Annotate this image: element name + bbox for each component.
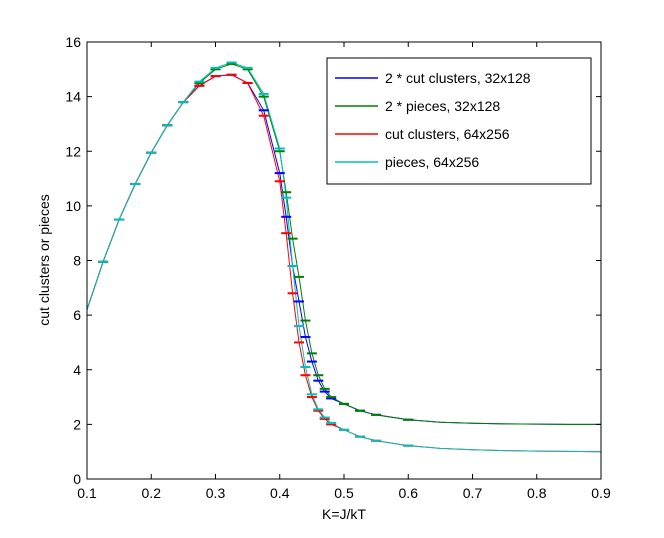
x-tick-label: 0.1 [77,485,97,501]
x-axis-ticks: 0.1 0.2 0.3 0.4 0.5 0.6 0.7 0.8 0.9 [77,42,611,501]
legend-items: 2 * cut clusters, 32x128 2 * pieces, 32x1… [335,70,531,170]
x-tick-label: 0.4 [270,485,290,501]
y-tick-label: 0 [73,471,81,487]
y-tick-label: 10 [65,198,81,214]
y-axis-label: cut clusters or pieces [36,194,52,326]
y-axis-ticks: 0 2 4 6 8 10 12 14 16 [65,34,601,487]
legend-label: pieces, 64x256 [385,154,479,170]
y-tick-label: 12 [65,143,81,159]
x-axis-label: K=J/kT [322,506,366,522]
legend-label: 2 * pieces, 32x128 [385,98,500,114]
x-tick-label: 0.7 [463,485,483,501]
y-tick-label: 14 [65,89,81,105]
legend-label: cut clusters, 64x256 [385,126,510,142]
legend-box [326,57,592,185]
x-tick-label: 0.8 [527,485,547,501]
x-tick-label: 0.9 [591,485,611,501]
y-tick-label: 6 [73,307,81,323]
legend: 2 * cut clusters, 32x128 2 * pieces, 32x1… [326,57,592,185]
legend-label: 2 * cut clusters, 32x128 [385,70,531,86]
x-tick-label: 0.6 [399,485,419,501]
y-tick-label: 8 [73,253,81,269]
x-tick-label: 0.3 [206,485,226,501]
y-tick-label: 4 [73,362,81,378]
y-tick-label: 16 [65,34,81,50]
x-tick-label: 0.5 [334,485,354,501]
y-tick-label: 2 [73,416,81,432]
errorbar-layer [98,61,414,447]
x-tick-label: 0.2 [142,485,162,501]
